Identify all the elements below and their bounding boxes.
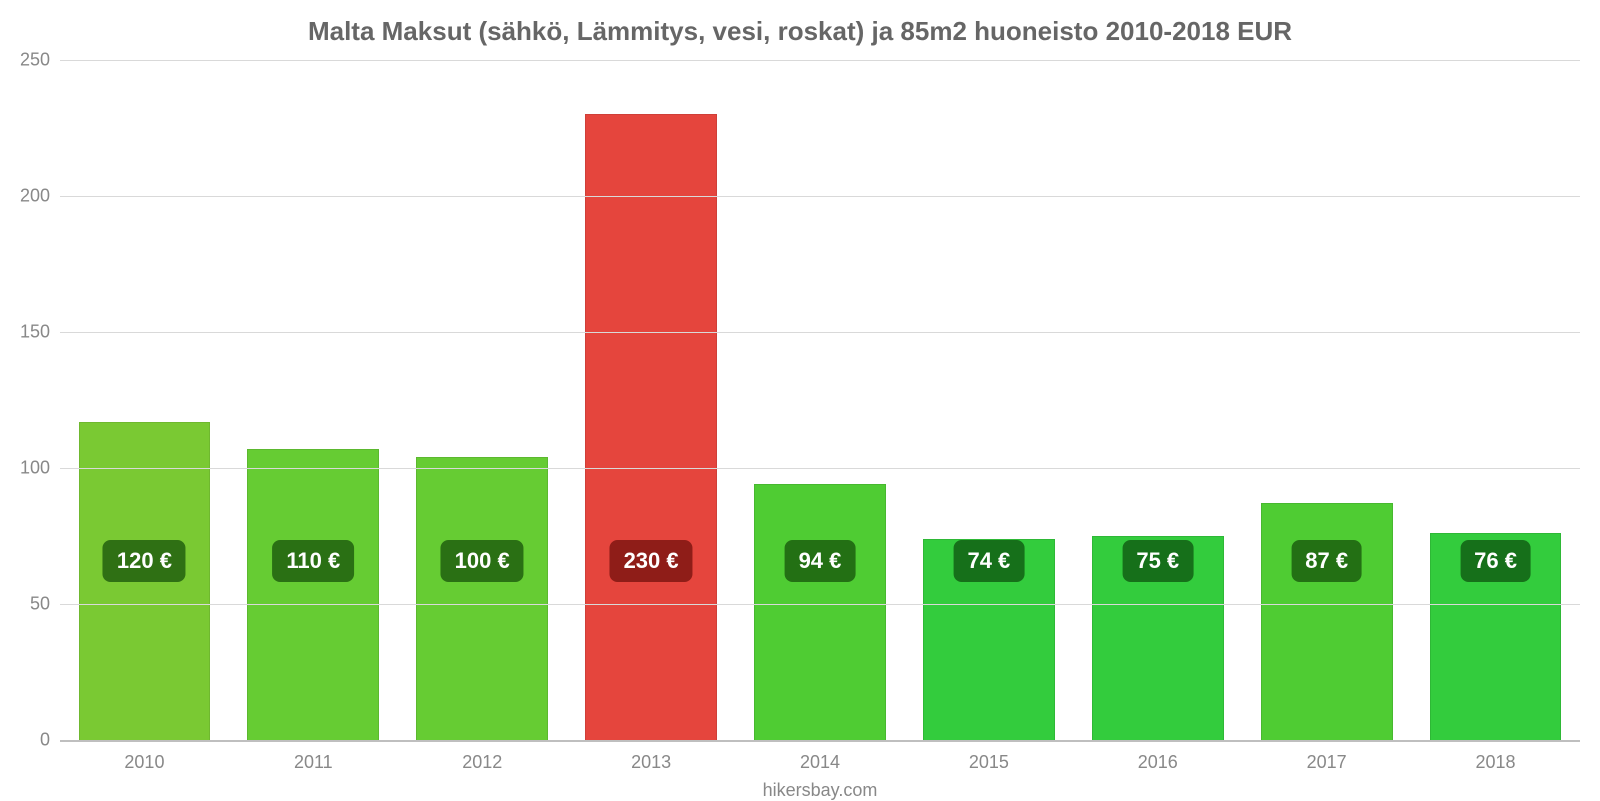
bar: 75 € [1092,536,1224,740]
bar-value-label: 230 € [610,540,693,582]
bar: 94 € [754,484,886,740]
gridline [60,468,1580,469]
x-tick-label: 2018 [1476,752,1516,773]
x-tick-label: 2015 [969,752,1009,773]
baseline [60,740,1580,742]
bar: 76 € [1430,533,1562,740]
bar-value-label: 94 € [785,540,856,582]
x-tick-label: 2010 [124,752,164,773]
bar-value-label: 110 € [272,540,354,582]
gridline [60,196,1580,197]
plot-area: 120 € 110 € 100 € 230 € 94 € 74 € 75 € 87 € 76 €… [60,60,1580,740]
chart-container: Malta Maksut (sähkö, Lämmitys, vesi, ros… [0,0,1600,800]
gridline [60,60,1580,61]
y-tick-label: 250 [10,50,50,71]
y-tick-label: 0 [10,730,50,751]
bar: 100 € [416,457,548,740]
bar: 74 € [923,539,1055,740]
y-tick-label: 100 [10,458,50,479]
bar: 110 € [247,449,379,740]
bar-value-label: 120 € [103,540,186,582]
bar-value-label: 87 € [1291,540,1362,582]
gridline [60,604,1580,605]
x-tick-label: 2016 [1138,752,1178,773]
bar: 120 € [79,422,211,740]
bar-value-label: 74 € [953,540,1024,582]
chart-title: Malta Maksut (sähkö, Lämmitys, vesi, ros… [0,0,1600,47]
y-tick-label: 50 [10,594,50,615]
bar: 87 € [1261,503,1393,740]
bar-value-label: 100 € [441,540,524,582]
bar: 230 € [585,114,717,740]
y-tick-label: 150 [10,322,50,343]
x-tick-label: 2013 [631,752,671,773]
attribution-text: hikersbay.com [763,780,878,801]
y-tick-label: 200 [10,186,50,207]
bars-layer: 120 € 110 € 100 € 230 € 94 € 74 € 75 € 87 € 76 € [60,60,1580,740]
x-tick-label: 2014 [800,752,840,773]
x-tick-label: 2017 [1307,752,1347,773]
bar-value-label: 76 € [1460,540,1531,582]
x-tick-label: 2012 [462,752,502,773]
bar-value-label: 75 € [1122,540,1193,582]
gridline [60,332,1580,333]
x-tick-label: 2011 [294,752,333,773]
